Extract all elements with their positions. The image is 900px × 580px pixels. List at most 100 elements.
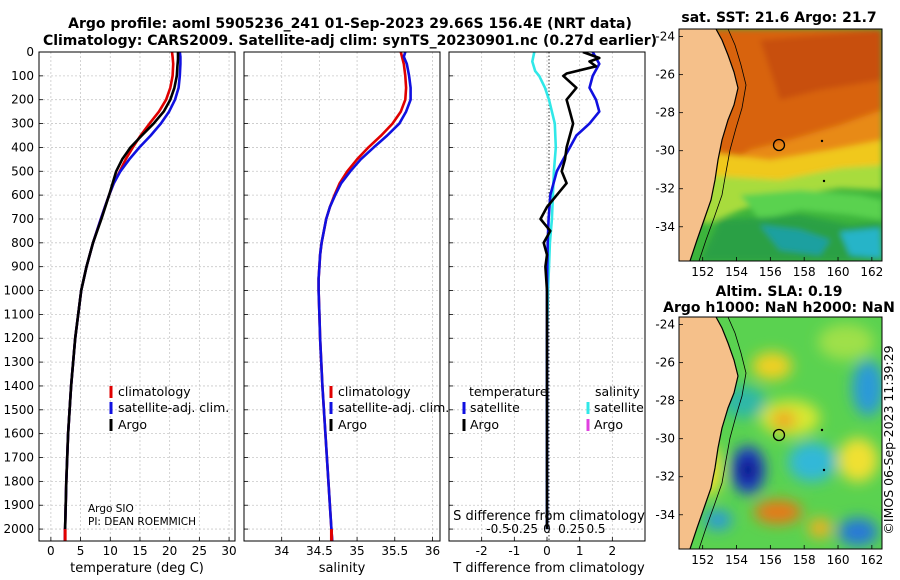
sst-map-frame [678, 28, 883, 262]
temperature-axes-frame [38, 51, 236, 542]
difference-panel: -2 -1 0 1 2 T difference from climatology S … [448, 51, 646, 576]
x-tick-label: -1 [508, 544, 520, 558]
sla-map-panel: Altim. SLA: 0.19 Argo h1000: NaN h2000: … [655, 284, 894, 567]
depth-tick-label: 800 [11, 236, 34, 250]
figure-title-line1: Argo profile: aoml 5905236_241 01-Sep-20… [68, 16, 632, 32]
temperature-panel: 0100200300400500600700800900100011001200… [3, 45, 236, 576]
legend-heading-temperature: temperature [469, 384, 548, 399]
lon-tick-label: 154 [725, 553, 748, 567]
x-tick-label: 34.5 [306, 544, 333, 558]
x-tick-label: 36 [425, 544, 440, 558]
s-tick-label: 0.25 [558, 522, 585, 536]
sst-map-title: sat. SST: 21.6 Argo: 21.7 [681, 10, 876, 26]
series-argo-line [63, 52, 180, 530]
lat-tick-label: -26 [655, 68, 675, 82]
lon-tick-label: 160 [827, 553, 850, 567]
x-tick-label: 15 [132, 544, 147, 558]
series-s-satellite-line [530, 52, 558, 530]
lat-tick-label: -24 [655, 318, 675, 332]
lon-tick-label: 156 [759, 265, 782, 279]
series-satellite-adj-line [63, 52, 182, 541]
depth-tick-label: 400 [11, 140, 34, 154]
depth-tick-label: 1900 [3, 498, 34, 512]
depth-tick-label: 1000 [3, 284, 34, 298]
lat-tick-label: -32 [655, 470, 675, 484]
x-tick-label: 0 [47, 544, 55, 558]
depth-tick-label: 2000 [3, 522, 34, 536]
australia-landmass [679, 29, 738, 261]
lon-tick-label: 158 [793, 553, 816, 567]
lon-tick-label: 162 [860, 265, 883, 279]
salinity-panel: 34 34.5 35 35.5 36 salinity climatology sate… [243, 51, 449, 576]
salinity-axes-frame [243, 51, 441, 542]
salinity-xlabel: salinity [319, 561, 366, 576]
lon-tick-label: 160 [827, 265, 850, 279]
sla-map-title-line1: Altim. SLA: 0.19 [715, 284, 842, 300]
salinity-legend: climatology satellite-adj. clim. Argo [329, 384, 449, 432]
x-tick-label: 35.5 [381, 544, 408, 558]
depth-tick-label: 500 [11, 164, 34, 178]
depth-tick-label: 1200 [3, 331, 34, 345]
depth-tick-label: 1800 [3, 474, 34, 488]
lon-tick-label: 152 [691, 553, 714, 567]
lon-tick-label: 158 [793, 265, 816, 279]
x-tick-label: 25 [192, 544, 207, 558]
s-difference-xlabel: S difference from climatology [453, 509, 645, 524]
float-position-marker [772, 138, 786, 152]
figure-title-line2: Climatology: CARS2009. Satellite-adj cli… [43, 33, 657, 49]
x-tick-label: 30 [221, 544, 236, 558]
lat-tick-label: -28 [655, 106, 675, 120]
series-climatology-line [317, 52, 408, 541]
depth-tick-label: 900 [11, 260, 34, 274]
sla-map-frame [678, 316, 883, 550]
lon-tick-label: 152 [691, 265, 714, 279]
lon-tick-label: 156 [759, 553, 782, 567]
t-difference-xlabel: T difference from climatology [452, 561, 645, 576]
depth-tick-label: 1100 [3, 307, 34, 321]
depth-tick-label: 600 [11, 188, 34, 202]
x-tick-label: 20 [162, 544, 177, 558]
depth-tick-label: 0 [26, 45, 34, 59]
lat-tick-label: -34 [655, 220, 675, 234]
legend-label-climatology: climatology [118, 384, 191, 399]
lat-tick-label: -30 [655, 144, 675, 158]
imos-credit: ©IMOS 06-Sep-2023 11:39:29 [881, 345, 896, 534]
legend-label-t-argo: Argo [470, 417, 499, 432]
depth-tick-label: 1400 [3, 379, 34, 393]
lat-tick-label: -34 [655, 508, 675, 522]
depth-tick-label: 100 [11, 69, 34, 83]
temperature-legend: climatology satellite-adj. clim. Argo [109, 384, 229, 432]
difference-legend: temperature salinity satellite Argo sate… [462, 384, 644, 432]
lat-tick-label: -32 [655, 182, 675, 196]
depth-tick-label: 200 [11, 93, 34, 107]
x-tick-label: 1 [576, 544, 584, 558]
legend-label-s-satellite: satellite [594, 400, 644, 415]
x-tick-label: 35 [349, 544, 364, 558]
series-t-argo-line [539, 52, 601, 530]
s-tick-label: 0 [543, 522, 551, 536]
sla-map-field [679, 317, 882, 549]
float-position-marker [772, 428, 786, 442]
sla-map-title-line2: Argo h1000: NaN h2000: NaN [663, 300, 895, 316]
legend-label-satellite-adj: satellite-adj. clim. [338, 400, 449, 415]
sst-map-panel: sat. SST: 21.6 Argo: 21.7 -24-26-28-3 [655, 10, 883, 279]
legend-label-argo: Argo [338, 417, 367, 432]
depth-tick-label: 300 [11, 117, 34, 131]
lon-tick-label: 154 [725, 265, 748, 279]
legend-label-argo: Argo [118, 417, 147, 432]
australia-landmass [679, 317, 738, 549]
legend-label-t-satellite: satellite [470, 400, 520, 415]
temperature-xlabel: temperature (deg C) [70, 561, 204, 576]
legend-label-climatology: climatology [338, 384, 411, 399]
s-tick-label: 0.5 [586, 522, 605, 536]
s-tick-label: -0.25 [507, 522, 538, 536]
lon-tick-label: 162 [860, 553, 883, 567]
legend-label-satellite-adj: satellite-adj. clim. [118, 400, 229, 415]
x-tick-label: 5 [77, 544, 85, 558]
legend-label-s-argo: Argo [594, 417, 623, 432]
depth-tick-label: 1500 [3, 403, 34, 417]
lat-tick-label: -30 [655, 432, 675, 446]
legend-heading-salinity: salinity [595, 384, 640, 399]
x-tick-label: 0 [543, 544, 551, 558]
